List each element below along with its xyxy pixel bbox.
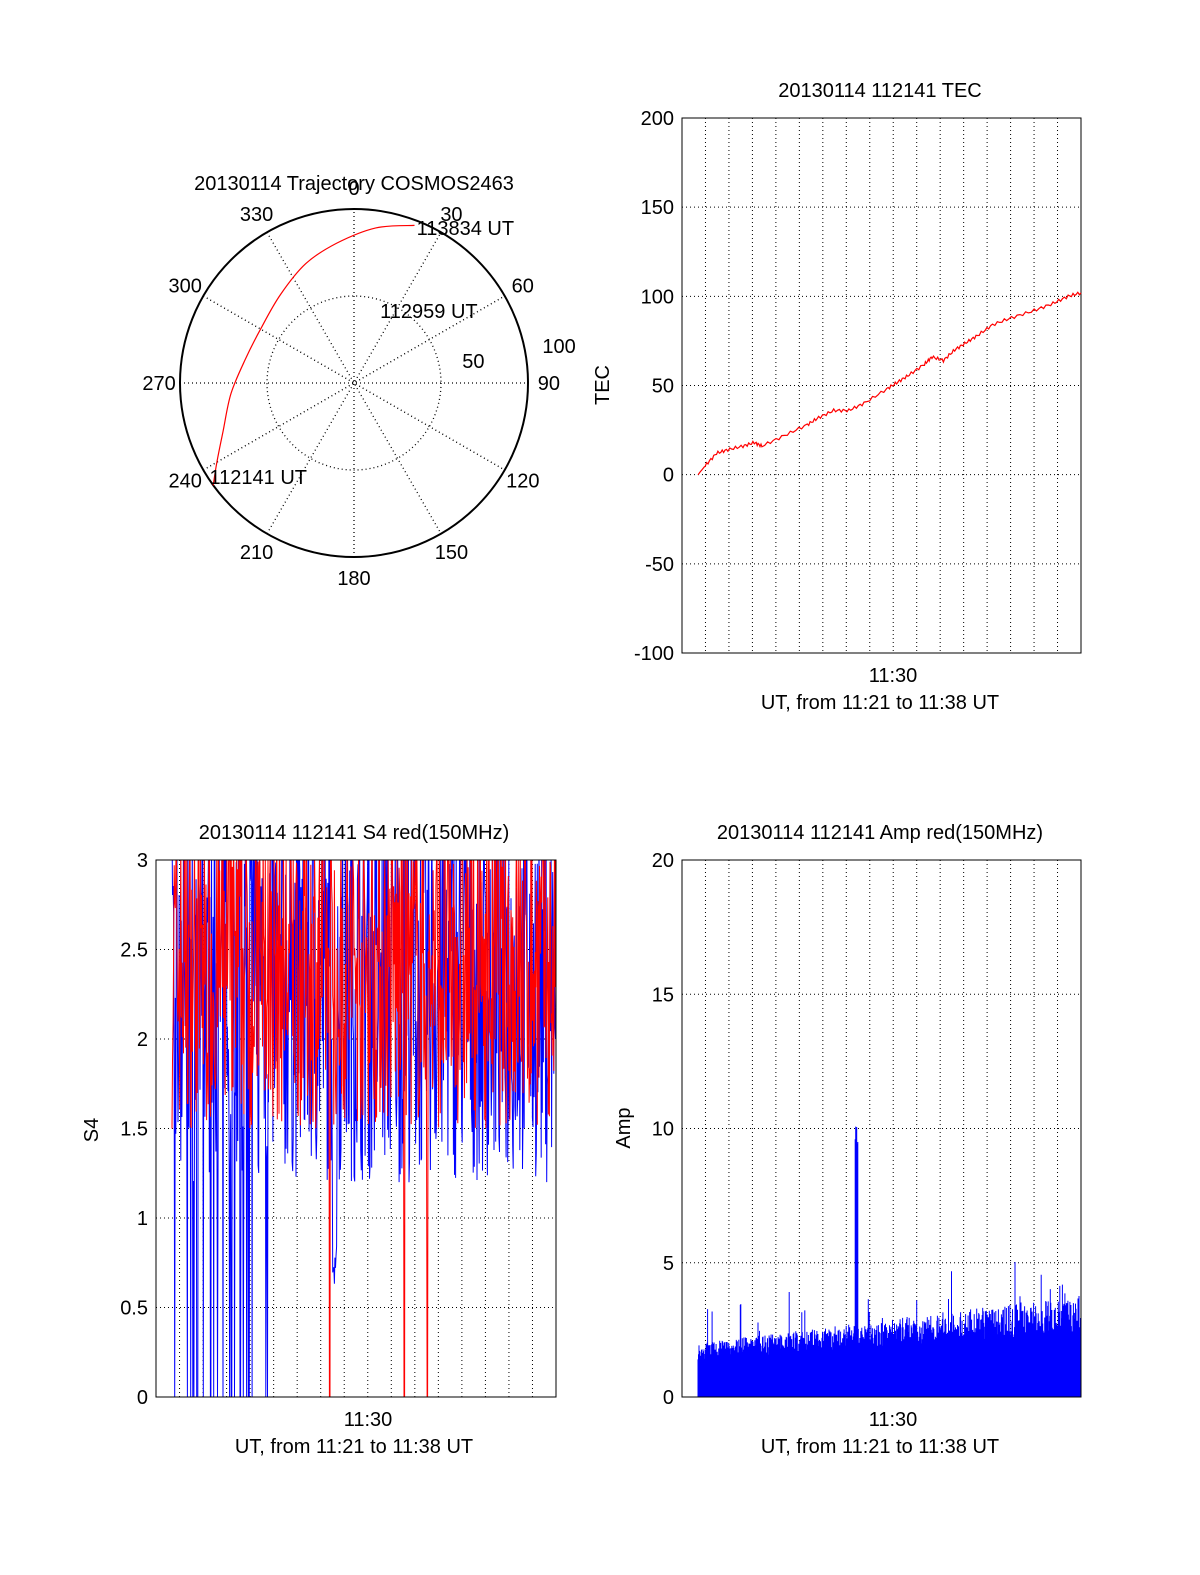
amp-grid	[682, 860, 1081, 1397]
y-tick-label: 3	[137, 850, 148, 872]
tec-y-tick-labels: -100 -50 0 50 100 150 200	[634, 108, 674, 665]
amp-y-axis-label: Amp	[613, 1107, 635, 1148]
y-tick-label: 1.5	[120, 1119, 148, 1141]
y-tick-label: 0	[663, 465, 674, 487]
tec-y-axis-label: TEC	[592, 365, 614, 405]
s4-title: 20130114 112141 S4 red(150MHz)	[199, 822, 510, 844]
polar-grid	[180, 209, 528, 557]
trajectory-time-label: 113834 UT	[417, 218, 514, 240]
trajectory-time-labels: 112141 UT 112959 UT 113834 UT	[210, 218, 515, 489]
y-tick-label: 5	[663, 1253, 674, 1275]
tec-grid	[682, 118, 1081, 653]
amp-x-axis-label: UT, from 11:21 to 11:38 UT	[761, 1436, 999, 1458]
polar-angle-label: 270	[142, 373, 175, 395]
amp-y-tick-labels: 0 5 10 15 20	[652, 850, 674, 1409]
polar-frame	[179, 208, 529, 558]
trajectory-time-label: 112141 UT	[210, 467, 307, 489]
polar-title: 20130114 Trajectory COSMOS2463	[194, 173, 514, 195]
s4-x-axis-label: UT, from 11:21 to 11:38 UT	[235, 1436, 473, 1458]
y-tick-label: 50	[652, 376, 674, 398]
tec-plot-frame	[681, 117, 1082, 654]
polar-radial-label: 100	[542, 336, 575, 358]
trajectory-time-label: 112959 UT	[380, 301, 477, 323]
s4-y-tick-labels: 0 0.5 1 1.5 2 2.5 3	[120, 850, 148, 1409]
trajectory-track	[212, 224, 415, 486]
s4-x-tick-label: 11:30	[344, 1409, 393, 1431]
amp-chart: 20130114 112141 Amp red(150MHz) 0 5 10 15 20…	[613, 822, 1082, 1458]
tec-x-axis-label: UT, from 11:21 to 11:38 UT	[761, 692, 999, 714]
y-tick-label: 0	[137, 1387, 148, 1409]
s4-y-axis-label: S4	[81, 1118, 103, 1142]
y-tick-label: -100	[634, 643, 674, 665]
amp-plot-frame	[681, 859, 1082, 1398]
s4-series-red	[171, 860, 556, 1397]
amp-x-tick-label: 11:30	[869, 1409, 918, 1431]
amp-series-bars	[697, 1126, 1082, 1397]
s4-plot-frame	[155, 859, 557, 1398]
y-tick-label: 15	[652, 984, 674, 1006]
tec-x-tick-label: 11:30	[869, 665, 918, 687]
amp-title: 20130114 112141 Amp red(150MHz)	[717, 822, 1043, 844]
s4-chart: 20130114 112141 S4 red(150MHz) 0 0.5 1 1.5 2…	[81, 822, 557, 1458]
polar-trajectory-chart: 20130114 Trajectory COSMOS2463 0 30 60 90 12…	[142, 173, 575, 590]
y-tick-label: 2	[137, 1029, 148, 1051]
polar-angle-label: 60	[512, 276, 534, 298]
polar-angle-label: 180	[337, 568, 370, 590]
polar-angle-label: 30	[440, 204, 462, 226]
tec-chart: 20130114 112141 TEC -100-50050100150200 …	[592, 80, 1082, 714]
polar-angle-label: 330	[240, 204, 273, 226]
tec-title: 20130114 112141 TEC	[778, 80, 982, 102]
polar-angle-label: 90	[538, 373, 560, 395]
polar-angle-labels: 0 30 60 90 120 150 180 210 240 270 300 330	[142, 178, 560, 590]
y-tick-label: -50	[645, 554, 674, 576]
y-tick-label: 0	[663, 1387, 674, 1409]
y-tick-label: 100	[641, 286, 674, 308]
polar-angle-label: 150	[435, 542, 468, 564]
polar-angle-label: 210	[240, 542, 273, 564]
s4-plot-area	[171, 860, 556, 1397]
tec-series-line	[697, 291, 1082, 476]
y-tick-label: 10	[652, 1119, 674, 1141]
y-tick-label: 1	[137, 1208, 148, 1230]
polar-radial-label: 50	[462, 351, 484, 373]
y-tick-label: 150	[641, 197, 674, 219]
polar-angle-label: 0	[348, 178, 359, 200]
polar-ring-50	[266, 295, 442, 471]
polar-angle-label: 240	[169, 470, 202, 492]
polar-radial-labels: 50 100	[462, 336, 575, 373]
y-tick-label: 200	[641, 108, 674, 130]
y-tick-label: 0.5	[120, 1298, 148, 1320]
y-tick-label: 20	[652, 850, 674, 872]
polar-angle-label: 120	[506, 470, 539, 492]
polar-angle-label: 300	[169, 276, 202, 298]
y-tick-label: 2.5	[120, 940, 148, 962]
